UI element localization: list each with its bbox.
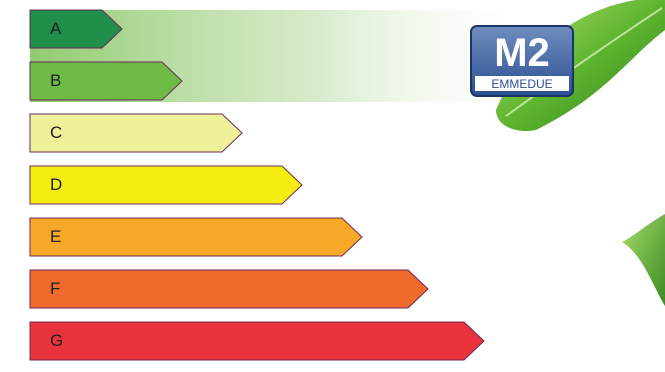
energy-class-d: D: [29, 165, 303, 205]
energy-class-label: C: [50, 123, 63, 142]
energy-class-label: D: [50, 175, 63, 194]
energy-class-arrow: [29, 113, 243, 153]
energy-class-arrow: [29, 321, 485, 361]
energy-class-c: C: [29, 113, 243, 153]
energy-class-e: E: [29, 217, 363, 257]
energy-class-arrow: [29, 9, 123, 49]
energy-class-arrow: [29, 61, 183, 101]
energy-class-arrow: [29, 269, 429, 309]
logo: M2 EMMEDUE: [470, 25, 574, 97]
energy-class-g: G: [29, 321, 485, 361]
energy-class-label: E: [50, 227, 62, 246]
energy-class-label: G: [50, 331, 64, 350]
leaf-icon: [496, 0, 665, 132]
energy-class-label: F: [50, 279, 61, 298]
energy-class-b: B: [29, 61, 183, 101]
energy-class-arrow: [29, 217, 363, 257]
energy-class-a: A: [29, 9, 123, 49]
logo-brand: EMMEDUE: [491, 77, 552, 91]
energy-class-label: A: [50, 19, 62, 38]
energy-class-arrow: [29, 165, 303, 205]
leaf-icon: [622, 214, 665, 306]
logo-mark: M2: [494, 31, 550, 75]
energy-class-label: B: [50, 71, 62, 90]
energy-class-f: F: [29, 269, 429, 309]
